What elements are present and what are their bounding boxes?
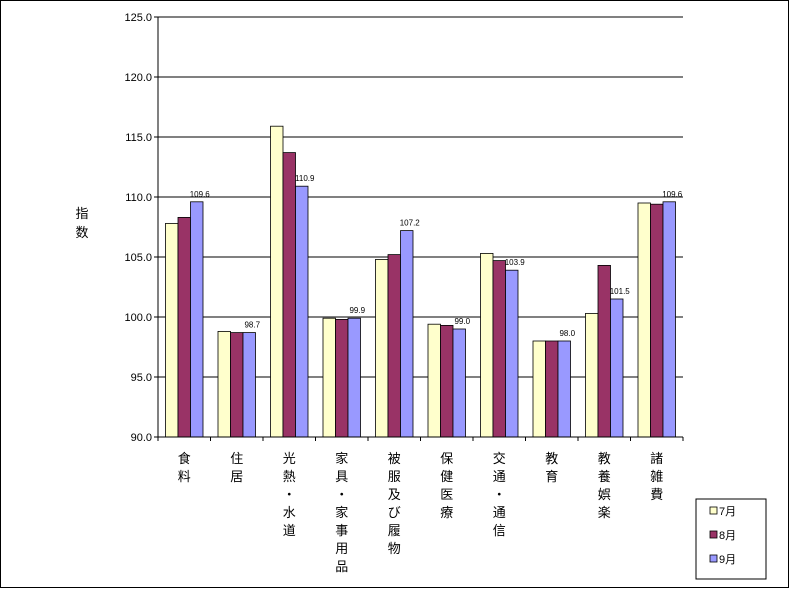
bar bbox=[347, 317, 361, 438]
y-tick-label: 115.0 bbox=[125, 132, 152, 144]
bar bbox=[387, 254, 401, 438]
data-label: 99.9 bbox=[349, 306, 365, 315]
x-category-label: 被服及び履物 bbox=[388, 452, 401, 557]
bar bbox=[427, 323, 441, 438]
bar bbox=[585, 312, 599, 438]
bar bbox=[242, 332, 256, 438]
bars bbox=[165, 125, 676, 438]
data-label: 98.0 bbox=[559, 329, 575, 338]
data-label: 103.9 bbox=[505, 258, 526, 267]
y-tick-label: 110.0 bbox=[125, 192, 152, 204]
bar bbox=[532, 340, 546, 438]
y-tick-label: 90.0 bbox=[131, 432, 152, 444]
bar bbox=[270, 125, 284, 438]
data-label: 109.6 bbox=[190, 190, 211, 199]
bar bbox=[505, 269, 519, 438]
bar bbox=[217, 330, 231, 438]
bar bbox=[557, 340, 571, 438]
bar bbox=[492, 260, 506, 438]
legend-box bbox=[695, 498, 767, 580]
data-label: 99.0 bbox=[454, 317, 470, 326]
x-category-label: 諸雑費 bbox=[650, 451, 663, 503]
legend-swatch bbox=[709, 554, 718, 563]
bar bbox=[335, 318, 349, 438]
x-category-label: 教育 bbox=[545, 451, 558, 485]
x-category-label: 交通・通信 bbox=[493, 451, 506, 539]
bar bbox=[637, 202, 651, 438]
bar bbox=[230, 332, 244, 438]
legend-label: 9月 bbox=[719, 554, 736, 566]
legend-label: 7月 bbox=[719, 506, 736, 518]
axes bbox=[154, 16, 684, 441]
x-category-label: 住居 bbox=[230, 452, 243, 485]
x-category-label: 家具・家事用品 bbox=[335, 451, 348, 575]
bar bbox=[480, 252, 494, 438]
bar bbox=[650, 203, 664, 438]
y-axis-label: 指数 bbox=[75, 207, 88, 241]
x-category-label: 光熱・水道 bbox=[283, 452, 296, 539]
y-axis-label: 指数 bbox=[75, 207, 88, 241]
data-label: 109.6 bbox=[662, 190, 683, 199]
y-tick-label: 95.0 bbox=[131, 372, 152, 384]
legend-swatch bbox=[709, 530, 718, 539]
bar bbox=[545, 340, 559, 438]
x-category-label: 食料 bbox=[178, 451, 191, 485]
data-label: 107.2 bbox=[400, 219, 421, 228]
bar bbox=[400, 230, 414, 438]
data-label: 110.9 bbox=[295, 174, 315, 183]
legend-swatch bbox=[709, 506, 718, 515]
gridlines bbox=[158, 16, 683, 378]
bar bbox=[452, 328, 466, 438]
bar bbox=[597, 264, 611, 438]
bar bbox=[662, 201, 676, 438]
data-label: 101.5 bbox=[610, 287, 631, 296]
x-category-label: 保健医療 bbox=[440, 452, 453, 521]
data-labels: 109.6 98.7 110.9 99.9 107.2 99.0 103.9 98.0 101.… bbox=[190, 174, 683, 338]
bar bbox=[295, 185, 309, 438]
bar bbox=[282, 152, 296, 438]
y-tick-label: 120.0 bbox=[124, 72, 152, 84]
bar bbox=[322, 317, 336, 438]
bar bbox=[177, 216, 191, 438]
bar bbox=[375, 258, 389, 438]
bar bbox=[440, 324, 454, 438]
y-tick-label: 100.0 bbox=[124, 312, 152, 324]
y-tick-label: 105.0 bbox=[124, 252, 152, 264]
x-category-label: 教養娯楽 bbox=[598, 451, 611, 521]
data-label: 98.7 bbox=[244, 321, 260, 330]
x-category-labels: 食料 住居 光熱・水道 家具・家事用品 被服及び履物 保健医療 交通・通信 教育 教養娯楽 諸雑費 bbox=[178, 451, 664, 575]
bar bbox=[165, 222, 179, 438]
y-tick-labels: 90.0 95.0 100.0 105.0 110.0 115.0 120.0 125.0 bbox=[124, 12, 152, 444]
legend: 7月 8月 9月 bbox=[695, 498, 767, 580]
bar bbox=[190, 201, 204, 438]
bar bbox=[610, 298, 624, 438]
y-tick-label: 125.0 bbox=[124, 12, 152, 24]
legend-label: 8月 bbox=[719, 530, 736, 542]
